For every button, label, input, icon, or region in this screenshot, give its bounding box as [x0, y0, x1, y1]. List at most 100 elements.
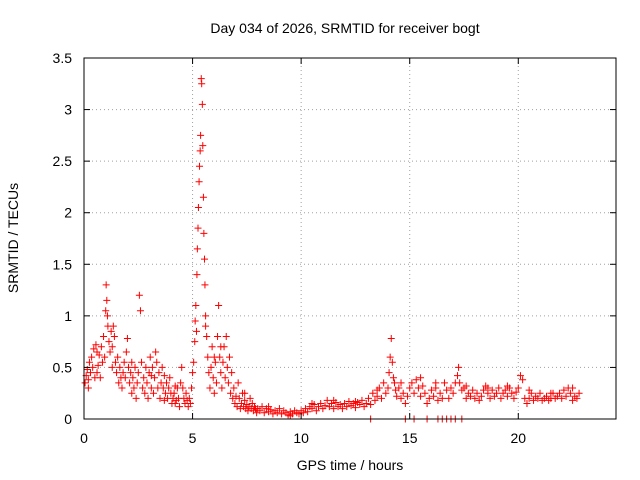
- data-point: [199, 193, 207, 201]
- data-point: [210, 353, 218, 361]
- data-point: [503, 392, 511, 400]
- data-point: [89, 363, 97, 371]
- data-point: [136, 307, 144, 315]
- data-point: [193, 245, 201, 253]
- data-point: [199, 142, 207, 150]
- data-point: [88, 353, 96, 361]
- data-point: [414, 384, 422, 392]
- data-point: [235, 394, 243, 402]
- y-tick-label: 1: [64, 308, 72, 324]
- data-point: [399, 389, 407, 397]
- data-point: [260, 409, 268, 417]
- y-axis-label: SRMTID / TECUs: [5, 183, 21, 293]
- data-point: [149, 389, 157, 397]
- data-point: [202, 312, 210, 320]
- data-point: [103, 312, 111, 320]
- data-point: [97, 343, 105, 351]
- y-tick-label: 3: [64, 102, 72, 118]
- data-point: [144, 394, 152, 402]
- data-point: [519, 376, 527, 384]
- data-point: [388, 358, 396, 366]
- data-point: [351, 404, 359, 412]
- data-point: [119, 369, 127, 377]
- data-point: [192, 302, 200, 310]
- y-tick-label: 0.5: [53, 359, 73, 375]
- data-point: [369, 389, 377, 397]
- data-point: [258, 403, 266, 411]
- data-point: [107, 327, 115, 335]
- data-point: [102, 281, 110, 289]
- data-point: [275, 405, 283, 413]
- data-point: [286, 412, 294, 420]
- data-point: [163, 379, 171, 387]
- data-point: [256, 407, 264, 415]
- data-point: [386, 353, 394, 361]
- data-point: [146, 353, 154, 361]
- data-point: [191, 338, 199, 346]
- data-point: [410, 389, 418, 397]
- data-point: [96, 374, 104, 382]
- data-point: [208, 343, 216, 351]
- axis-ticks: [83, 57, 616, 420]
- data-point: [84, 384, 92, 392]
- data-point: [171, 382, 179, 390]
- data-point: [135, 291, 143, 299]
- data-point: [127, 369, 135, 377]
- data-point: [543, 392, 551, 400]
- data-point: [160, 396, 168, 404]
- data-point: [556, 389, 564, 397]
- data-point: [179, 384, 187, 392]
- data-point: [503, 382, 511, 390]
- data-point: [493, 389, 501, 397]
- data-point: [234, 379, 242, 387]
- chart-title: Day 034 of 2026, SRMTID for receiver bog…: [210, 20, 479, 36]
- data-point: [123, 335, 131, 343]
- data-point: [449, 389, 457, 397]
- data-point: [241, 396, 249, 404]
- data-point: [140, 374, 148, 382]
- data-point: [569, 384, 577, 392]
- data-point: [438, 394, 446, 402]
- data-point: [221, 374, 229, 382]
- data-point: [186, 400, 194, 408]
- data-point: [176, 403, 184, 411]
- data-point: [94, 361, 102, 369]
- data-point: [133, 379, 141, 387]
- y-tick-label: 1.5: [53, 256, 73, 272]
- data-point: [391, 379, 399, 387]
- data-point: [227, 389, 235, 397]
- data-point: [217, 369, 225, 377]
- data-point: [434, 396, 442, 404]
- data-point: [423, 400, 431, 408]
- data-point: [356, 401, 364, 409]
- x-tick-label: 20: [510, 430, 526, 446]
- data-point: [222, 332, 230, 340]
- x-tick-label: 5: [189, 430, 197, 446]
- data-point: [84, 376, 92, 384]
- data-point: [529, 396, 537, 404]
- data-point: [351, 397, 359, 405]
- data-point: [486, 394, 494, 402]
- data-point: [401, 400, 409, 408]
- data-point: [473, 389, 481, 397]
- data-point: [443, 386, 451, 394]
- data-point: [108, 343, 116, 351]
- data-point: [223, 363, 231, 371]
- data-point: [512, 388, 520, 396]
- data-point: [118, 384, 126, 392]
- data-point: [105, 338, 113, 346]
- data-point: [193, 271, 201, 279]
- data-point: [155, 369, 163, 377]
- data-point: [514, 384, 522, 392]
- data-point: [207, 363, 215, 371]
- data-point: [397, 394, 405, 402]
- data-point: [430, 392, 438, 400]
- data-point: [516, 372, 524, 380]
- data-point: [147, 372, 155, 380]
- data-point: [373, 386, 381, 394]
- data-point: [170, 389, 178, 397]
- data-point: [209, 374, 217, 382]
- data-point: [547, 389, 555, 397]
- data-point: [536, 389, 544, 397]
- data-point: [165, 384, 173, 392]
